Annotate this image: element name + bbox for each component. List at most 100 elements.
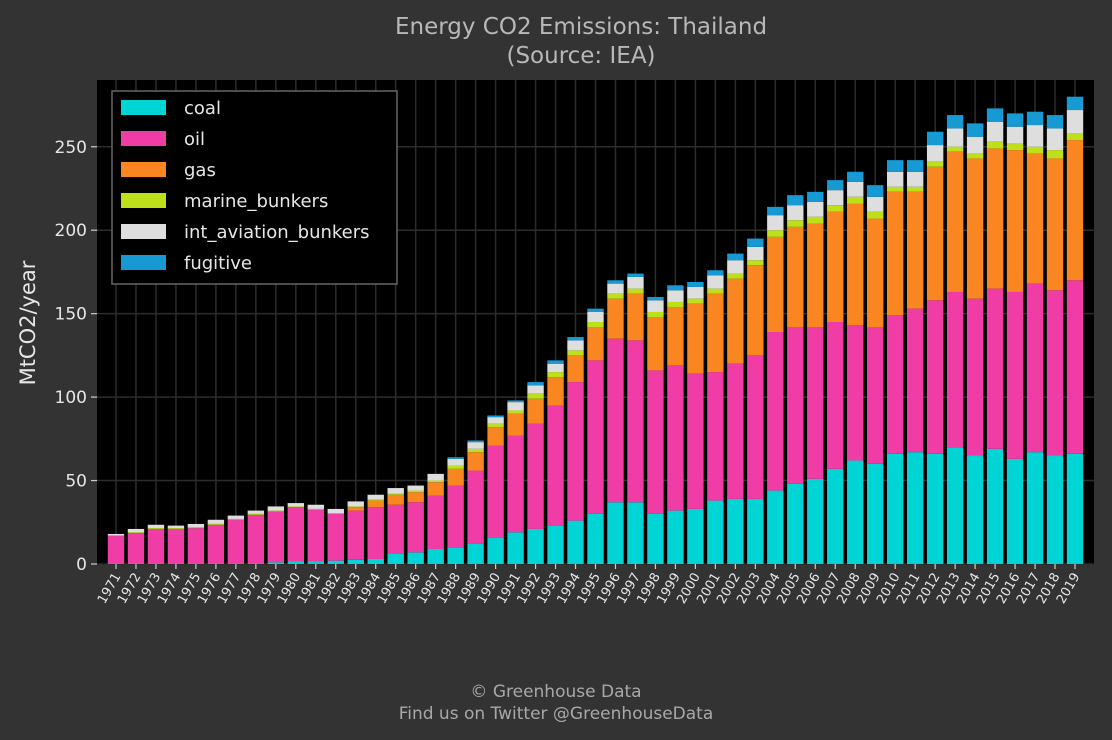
- bar-oil-2000: [687, 373, 704, 509]
- bar-gas-1994: [567, 355, 584, 383]
- bar-fugitive-2019: [1066, 96, 1084, 111]
- bar-coal-1977: [227, 563, 245, 564]
- bar-fugitive-2007: [827, 180, 844, 191]
- bar-oil-1973: [147, 528, 165, 564]
- bar-oil-2005: [787, 327, 804, 484]
- bar-gas-1987: [427, 482, 444, 496]
- bar-fugitive-2006: [807, 191, 824, 202]
- bar-int_aviation_bunkers-1980: [287, 503, 304, 507]
- bar-oil-2006: [807, 327, 824, 479]
- bar-oil-1971: [107, 535, 125, 564]
- bar-gas-2000: [687, 303, 704, 374]
- bar-int_aviation_bunkers-1988: [447, 458, 464, 466]
- bar-oil-1992: [527, 423, 544, 529]
- bar-gas-2005: [787, 226, 804, 328]
- bar-int_aviation_bunkers-1979: [267, 506, 285, 511]
- bar-coal-1997: [627, 502, 644, 564]
- bar-marine_bunkers-1974: [167, 528, 185, 529]
- bar-fugitive-2014: [966, 123, 984, 137]
- bar-marine_bunkers-1978: [247, 513, 265, 515]
- bar-fugitive-2018: [1046, 115, 1064, 129]
- bar-marine_bunkers-2003: [747, 260, 764, 266]
- bar-int_aviation_bunkers-1998: [647, 300, 664, 312]
- bar-coal-1974: [167, 563, 185, 564]
- bar-fugitive-2012: [926, 131, 944, 146]
- bar-int_aviation_bunkers-1996: [607, 283, 624, 294]
- bar-oil-2011: [906, 308, 924, 453]
- bar-int_aviation_bunkers-1993: [547, 363, 564, 373]
- bar-coal-2016: [1006, 458, 1024, 564]
- bar-gas-2015: [986, 148, 1004, 289]
- bar-marine_bunkers-1998: [647, 311, 664, 317]
- legend-swatch-coal: [121, 100, 166, 115]
- bar-int_aviation_bunkers-2006: [807, 201, 824, 217]
- bar-fugitive-1994: [567, 337, 584, 341]
- bar-int_aviation_bunkers-2004: [767, 215, 784, 231]
- bar-marine_bunkers-2019: [1066, 133, 1084, 141]
- y-axis: 0 50 100 150 200 250: [55, 138, 97, 575]
- bar-fugitive-2003: [747, 238, 764, 247]
- bar-coal-1996: [607, 502, 624, 564]
- bar-gas-1985: [387, 494, 404, 505]
- bar-coal-2001: [707, 500, 724, 564]
- bar-marine_bunkers-2015: [986, 141, 1004, 149]
- bar-int_aviation_bunkers-1997: [627, 276, 644, 289]
- bar-int_aviation_bunkers-2017: [1026, 125, 1044, 147]
- bar-oil-1988: [447, 485, 464, 548]
- bar-fugitive-1992: [527, 382, 544, 386]
- bar-marine_bunkers-1988: [447, 465, 464, 469]
- bar-coal-2017: [1026, 452, 1044, 564]
- bar-coal-1989: [467, 543, 484, 564]
- bar-int_aviation_bunkers-1976: [207, 519, 225, 524]
- legend-label-oil: oil: [184, 129, 205, 150]
- x-axis: 1971197219731974197519761977197819791980…: [95, 564, 1083, 607]
- bar-int_aviation_bunkers-1999: [667, 290, 684, 302]
- bar-int_aviation_bunkers-2010: [887, 171, 904, 187]
- bar-gas-2014: [966, 158, 984, 299]
- bar-coal-2018: [1046, 455, 1064, 564]
- bar-marine_bunkers-1985: [387, 493, 404, 495]
- bar-gas-1988: [447, 468, 464, 486]
- bar-coal-2007: [827, 468, 844, 564]
- legend-swatch-fugitive: [121, 255, 166, 270]
- bar-fugitive-1989: [467, 440, 484, 443]
- bar-marine_bunkers-2005: [787, 220, 804, 227]
- bar-marine_bunkers-1987: [427, 480, 444, 483]
- bar-gas-2016: [1006, 150, 1024, 292]
- bar-gas-2002: [727, 278, 744, 364]
- bar-gas-1986: [407, 492, 424, 503]
- bar-int_aviation_bunkers-1990: [487, 417, 504, 424]
- bar-coal-1978: [247, 563, 265, 564]
- bar-gas-2008: [847, 203, 864, 326]
- bar-int_aviation_bunkers-2012: [926, 145, 944, 162]
- bar-coal-1995: [587, 513, 604, 564]
- bar-coal-1988: [447, 547, 464, 564]
- bar-marine_bunkers-1993: [547, 372, 564, 378]
- bar-coal-1990: [487, 537, 504, 564]
- bar-int_aviation_bunkers-1983: [347, 501, 364, 507]
- bar-int_aviation_bunkers-2002: [727, 260, 744, 274]
- bar-fugitive-1991: [507, 400, 524, 403]
- bar-fugitive-2002: [727, 253, 744, 261]
- bar-oil-2009: [867, 327, 884, 464]
- bar-marine_bunkers-2008: [847, 196, 864, 204]
- bar-gas-2007: [827, 211, 844, 322]
- bar-coal-2002: [727, 498, 744, 564]
- bar-coal-1975: [187, 563, 205, 564]
- bar-marine_bunkers-2011: [906, 186, 924, 192]
- legend-swatch-int_aviation_bunkers: [121, 224, 166, 239]
- bar-gas-2010: [887, 191, 904, 316]
- bar-coal-2008: [847, 460, 864, 564]
- bar-marine_bunkers-1973: [147, 528, 165, 529]
- bar-oil-1987: [427, 495, 444, 549]
- bar-int_aviation_bunkers-1982: [327, 508, 344, 514]
- bar-fugitive-2011: [906, 160, 924, 172]
- bar-marine_bunkers-1994: [567, 350, 584, 356]
- bar-marine_bunkers-2016: [1006, 143, 1024, 151]
- bar-oil-1989: [467, 470, 484, 544]
- bar-gas-1992: [527, 398, 544, 424]
- bar-int_aviation_bunkers-1975: [187, 523, 205, 528]
- bar-oil-2010: [887, 315, 904, 454]
- bar-oil-1994: [567, 382, 584, 521]
- bar-coal-2012: [926, 453, 944, 564]
